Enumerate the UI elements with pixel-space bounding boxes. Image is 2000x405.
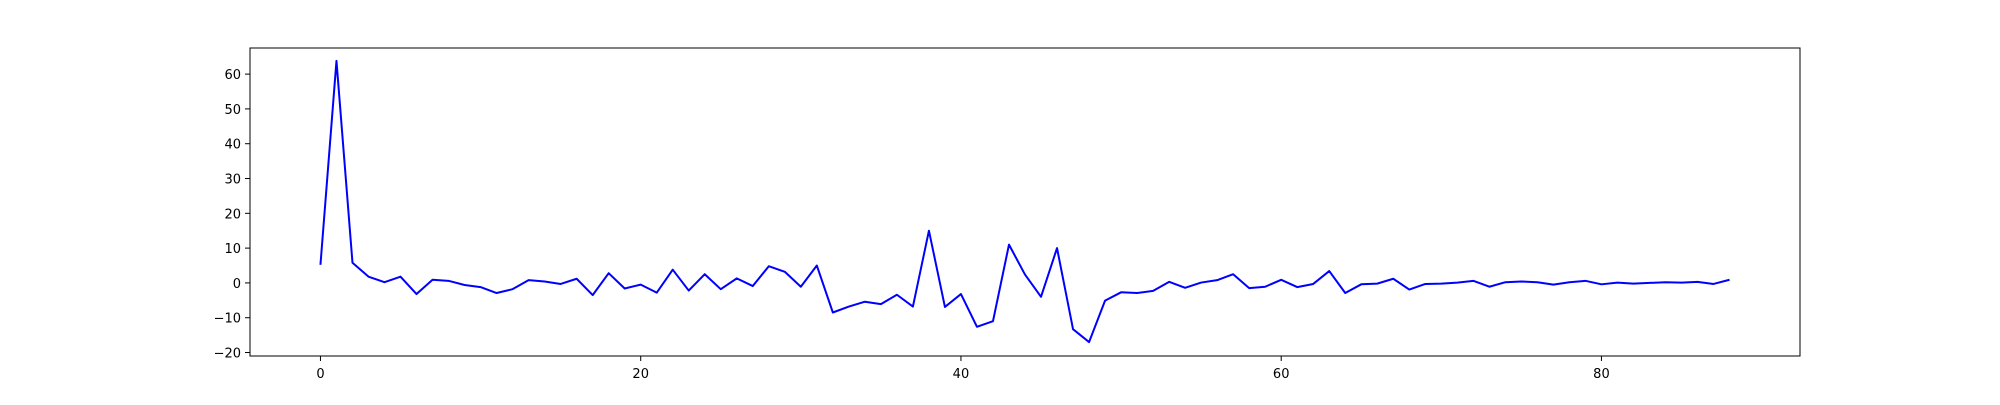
y-tick-label: 40 xyxy=(224,138,241,153)
x-tick-label: 60 xyxy=(1273,367,1290,382)
x-tick-label: 20 xyxy=(632,367,649,382)
y-tick-label: −10 xyxy=(214,312,241,327)
axis-ticks: 0 20 40 60 80 −20 −10 0 10 20 30 40 50 60 xyxy=(214,68,1610,382)
y-tick-label: 60 xyxy=(224,68,241,83)
y-tick-label: 0 xyxy=(233,277,241,292)
y-tick-label: 10 xyxy=(224,242,241,257)
y-tick-label: 20 xyxy=(224,207,241,222)
series-line-0 xyxy=(319,59,1730,344)
plot-frame xyxy=(249,47,1801,357)
y-tick-label: −20 xyxy=(214,347,241,362)
x-tick-label: 80 xyxy=(1593,367,1610,382)
y-tick-label: 30 xyxy=(224,173,241,188)
x-tick-label: 0 xyxy=(316,367,324,382)
x-tick-label: 40 xyxy=(953,367,970,382)
plot-area xyxy=(250,48,1800,356)
y-tick-label: 50 xyxy=(224,103,241,118)
series-layer xyxy=(319,59,1730,344)
